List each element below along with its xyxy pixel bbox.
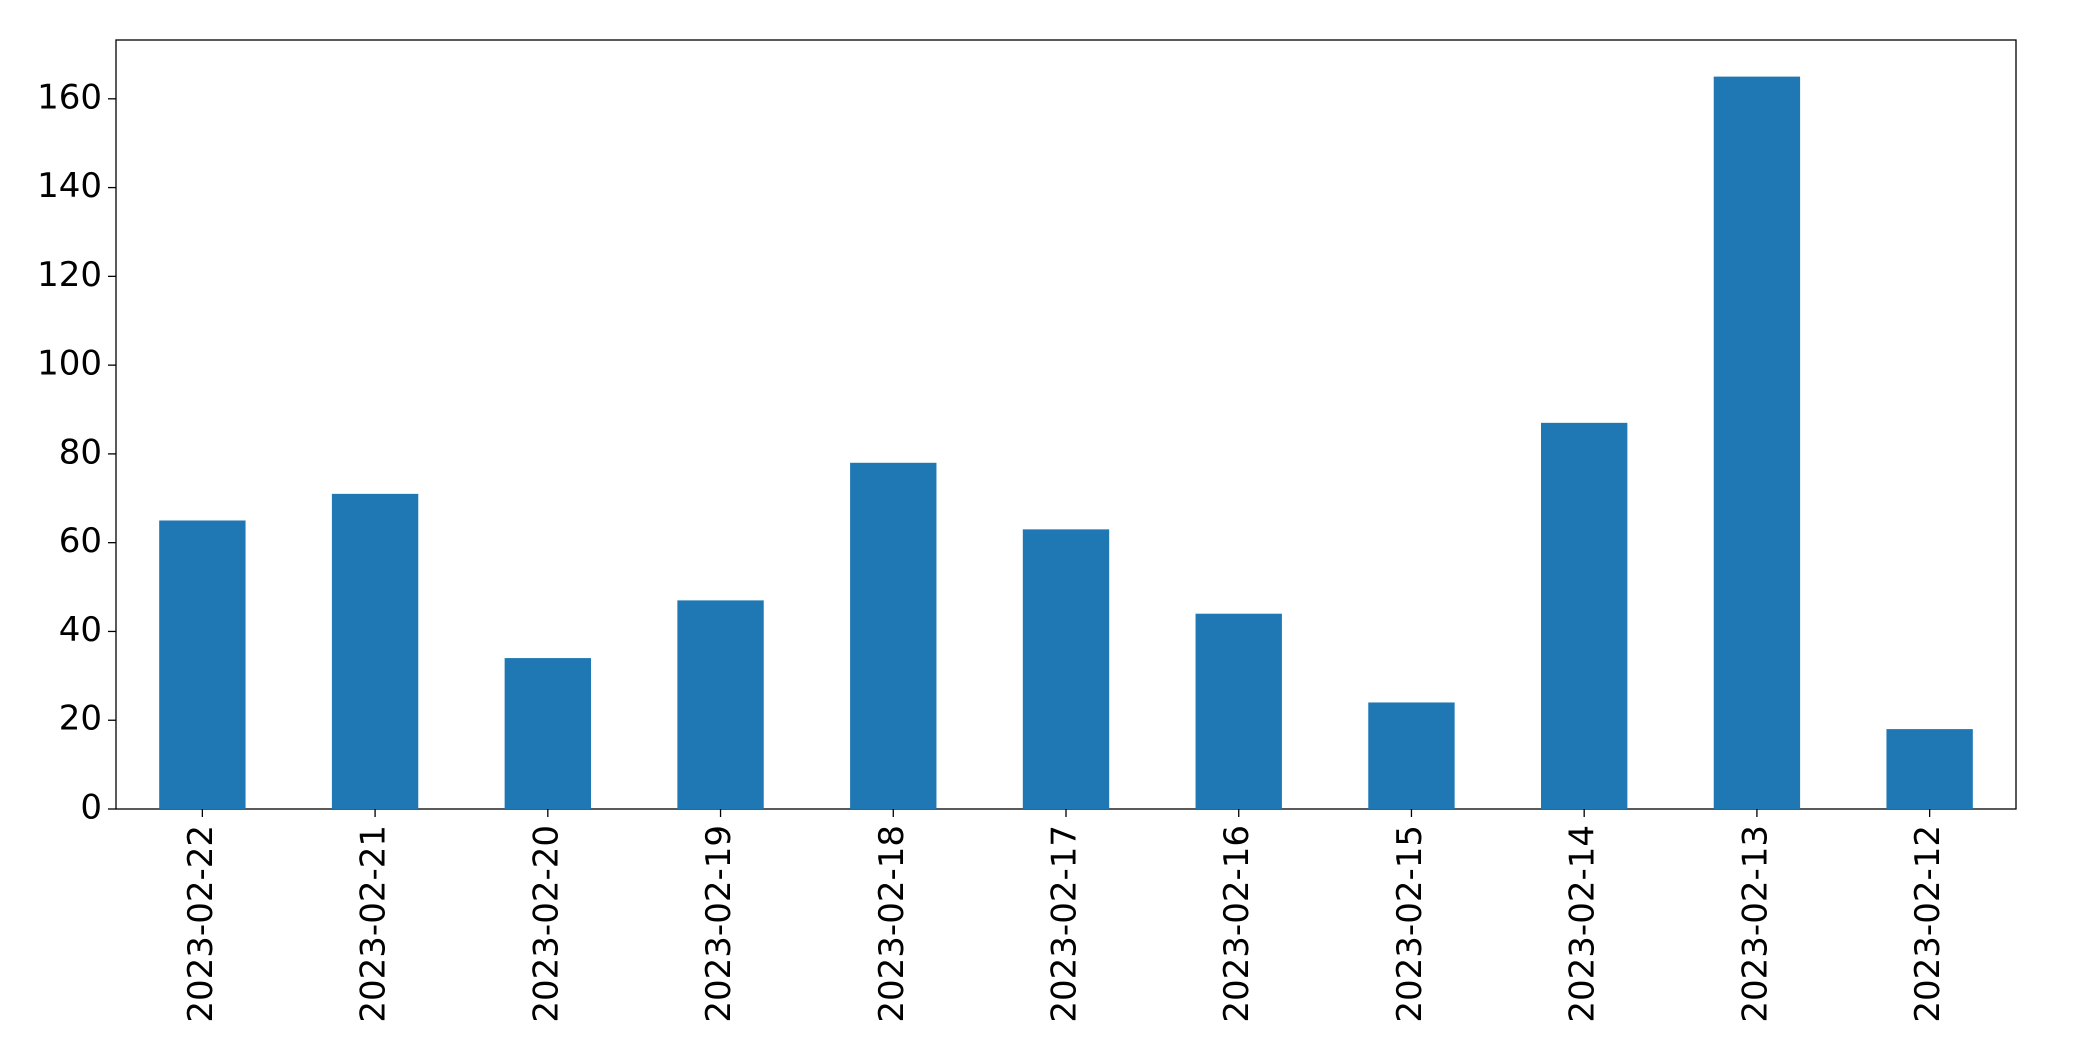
y-tick-label: 0	[80, 788, 102, 828]
x-tick-label: 2023-02-20	[526, 825, 566, 1023]
y-tick-label: 100	[37, 344, 102, 384]
y-tick-label: 80	[59, 432, 102, 472]
y-tick-label: 20	[59, 699, 102, 739]
x-tick-label: 2023-02-12	[1908, 825, 1948, 1023]
x-tick-label: 2023-02-13	[1735, 825, 1775, 1023]
y-tick-label: 60	[59, 521, 102, 561]
y-tick-label: 120	[37, 255, 102, 295]
y-tick-label: 40	[59, 610, 102, 650]
y-tick-label: 140	[37, 166, 102, 206]
bar	[331, 493, 419, 809]
bar	[1368, 702, 1455, 809]
bar	[504, 658, 591, 809]
bar	[850, 462, 937, 809]
bar	[1195, 613, 1282, 809]
x-tick-label: 2023-02-18	[872, 825, 912, 1023]
x-tick-label: 2023-02-21	[354, 825, 394, 1023]
y-tick-label: 160	[37, 77, 102, 117]
x-tick-label: 2023-02-14	[1563, 825, 1603, 1023]
bar	[677, 600, 764, 809]
x-tick-label: 2023-02-15	[1390, 825, 1430, 1023]
bar	[159, 520, 246, 809]
bar	[1713, 76, 1801, 810]
bar	[1022, 529, 1110, 809]
x-tick-label: 2023-02-22	[181, 825, 221, 1023]
bar	[1886, 729, 1973, 809]
x-tick-label: 2023-02-16	[1217, 825, 1257, 1023]
x-tick-label: 2023-02-19	[699, 825, 739, 1023]
bar	[1541, 422, 1628, 809]
x-tick-label: 2023-02-17	[1045, 825, 1085, 1023]
